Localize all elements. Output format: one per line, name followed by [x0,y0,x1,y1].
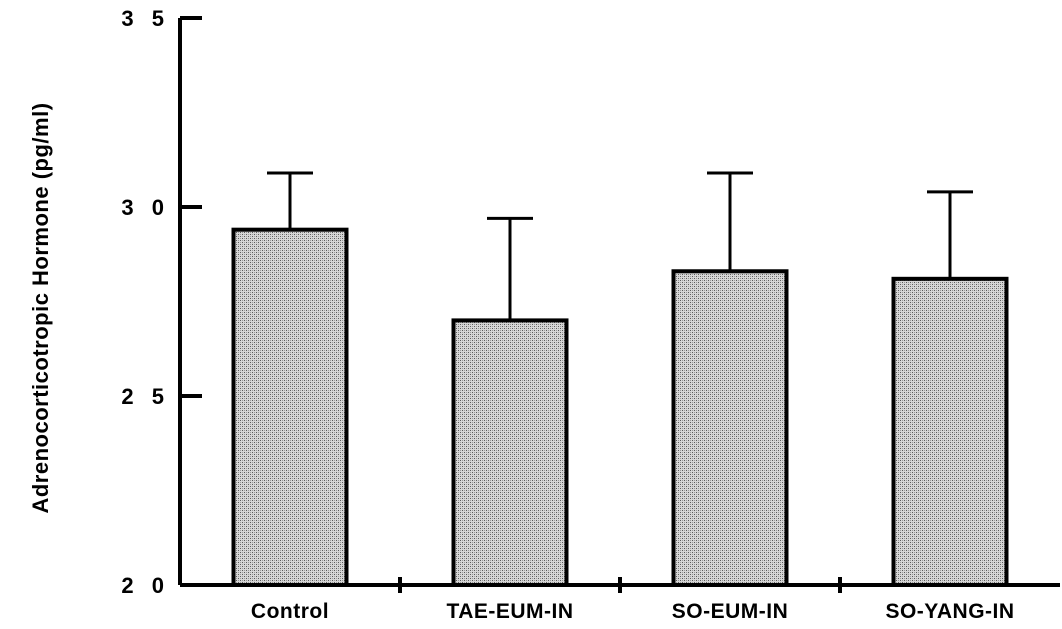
bar-so-yang-in [891,276,1009,587]
x-axis-category-labels: Control TAE-EUM-IN SO-EUM-IN SO-YANG-IN [251,600,1014,623]
x-category-label: SO-YANG-IN [885,600,1014,623]
y-tick-label: 2 5 [121,384,170,409]
y-tick-label: 3 0 [121,195,170,220]
y-tick-label: 3 5 [121,6,170,31]
y-tick-label: 2 0 [121,573,170,598]
bars [231,227,1009,587]
y-axis-title: Adrenocorticotropic Hormone (pg/ml) [28,102,53,513]
error-bars [267,171,973,321]
x-category-label: Control [251,600,329,623]
bar-tae-eum-in [451,318,569,587]
x-category-label: TAE-EUM-IN [446,600,573,623]
bar-control [231,227,349,587]
x-category-label: SO-EUM-IN [672,600,789,623]
bar-so-eum-in [671,269,789,587]
